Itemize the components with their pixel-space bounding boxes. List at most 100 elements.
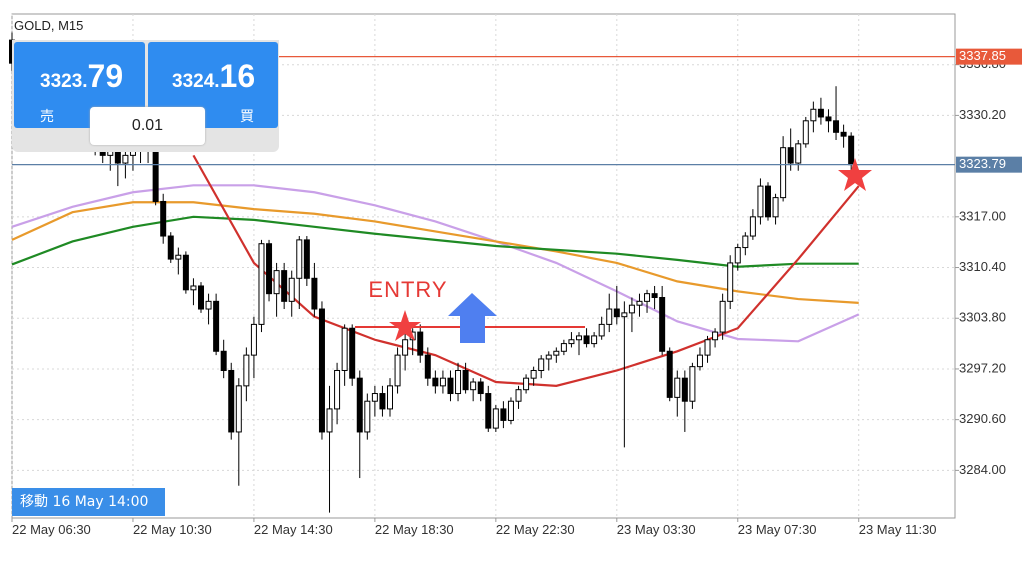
candle-body: [780, 147, 787, 199]
price-tag-label: 3337.85: [959, 48, 1006, 63]
candle-body: [492, 408, 499, 429]
moving-average: [11, 215, 859, 268]
candle-body: [235, 385, 242, 433]
y-tick-label: 3310.40: [959, 259, 1006, 274]
candle-body: [560, 343, 567, 352]
candle-body: [704, 339, 711, 356]
up-arrow: [448, 293, 497, 343]
candle-body: [485, 393, 492, 429]
trade-panel: 3323.79 売 3324.16 買 0.01: [12, 40, 279, 152]
candle-body: [749, 216, 756, 237]
y-tick-label: 3330.20: [959, 107, 1006, 122]
candle-body: [515, 389, 522, 402]
candle-body: [825, 116, 832, 122]
candle-body: [455, 369, 462, 395]
candle-body: [666, 350, 673, 398]
x-tick-label: 22 May 10:30: [133, 522, 212, 537]
candle-body: [795, 143, 802, 164]
candle-body: [198, 285, 204, 310]
moving-average: [11, 201, 859, 304]
candle-body: [712, 331, 719, 341]
candle-body: [447, 377, 454, 395]
y-tick-label: 3297.20: [959, 360, 1006, 375]
candle-body: [583, 335, 590, 345]
candle-body: [734, 247, 741, 264]
entry-star: [389, 310, 421, 341]
candle-body: [152, 147, 159, 202]
candle-body: [727, 262, 734, 302]
x-tick-label: 22 May 18:30: [375, 522, 454, 537]
candle-body: [765, 185, 771, 218]
buy-button[interactable]: 3324.16 買: [148, 42, 278, 128]
candle-body: [500, 408, 507, 421]
candle-body: [439, 377, 446, 387]
candle-body: [659, 297, 666, 352]
candle-body: [250, 323, 257, 356]
x-tick-label: 22 May 14:30: [254, 522, 333, 537]
candle-body: [576, 335, 582, 341]
candle-body: [802, 120, 809, 145]
candle-body: [424, 354, 431, 379]
candle-body: [281, 270, 288, 302]
candle-body: [787, 147, 794, 164]
candle-body: [334, 369, 341, 410]
candle-body: [674, 377, 681, 398]
candle-body: [213, 300, 220, 352]
candle-body: [621, 312, 628, 318]
candle-body: [470, 381, 477, 391]
candle-body: [379, 393, 386, 410]
sell-button[interactable]: 3323.79 売: [14, 42, 145, 128]
x-tick-label: 23 May 11:30: [859, 522, 937, 537]
candle-body: [636, 300, 643, 306]
candle-body: [651, 293, 658, 299]
candle-body: [167, 235, 174, 260]
y-tick-label: 3290.60: [959, 411, 1006, 426]
candle-body: [266, 243, 273, 295]
candle-body: [326, 408, 333, 433]
sell-price-tail: 79: [87, 58, 124, 94]
candle-body: [303, 239, 310, 279]
candle-body: [840, 131, 847, 137]
candle-body: [568, 339, 575, 345]
symbol-label: GOLD, M15: [14, 18, 83, 33]
buy-price-head: 3324.: [172, 71, 220, 92]
price-tag: [956, 156, 1022, 173]
x-tick-label: 22 May 06:30: [12, 522, 91, 537]
exit-star: [838, 158, 872, 191]
price-tag: [956, 48, 1022, 65]
candle-body: [182, 254, 189, 291]
lot-input[interactable]: 0.01: [90, 107, 205, 145]
candle-body: [591, 335, 598, 345]
candle-body: [296, 239, 303, 279]
candle-body: [681, 377, 688, 402]
x-tick-label: 22 May 22:30: [496, 522, 575, 537]
candle-body: [175, 254, 182, 260]
candle-body: [122, 154, 129, 164]
candle-body: [273, 270, 280, 295]
candle-body: [356, 377, 363, 433]
candle-body: [553, 350, 560, 356]
y-tick-label: 3284.00: [959, 462, 1006, 477]
candle-body: [417, 331, 424, 356]
candle-body: [462, 369, 469, 391]
buy-price-tail: 16: [219, 58, 256, 94]
candle-body: [606, 308, 613, 325]
candle-body: [258, 243, 265, 325]
sell-price-head: 3323.: [40, 71, 88, 92]
candle-body: [243, 354, 250, 387]
candle-body: [364, 400, 371, 433]
candle-body: [772, 197, 779, 218]
candle-body: [696, 354, 703, 368]
x-tick-label: 23 May 07:30: [738, 522, 817, 537]
candle-body: [523, 377, 530, 391]
x-tick-label: 23 May 03:30: [617, 522, 696, 537]
candle-body: [387, 385, 393, 410]
candle-body: [228, 369, 235, 433]
candle-body: [689, 366, 696, 402]
candle-body: [530, 369, 537, 379]
candle-body: [160, 200, 167, 237]
candle-body: [538, 358, 545, 371]
candle-body: [394, 354, 401, 387]
candle-body: [288, 277, 295, 302]
